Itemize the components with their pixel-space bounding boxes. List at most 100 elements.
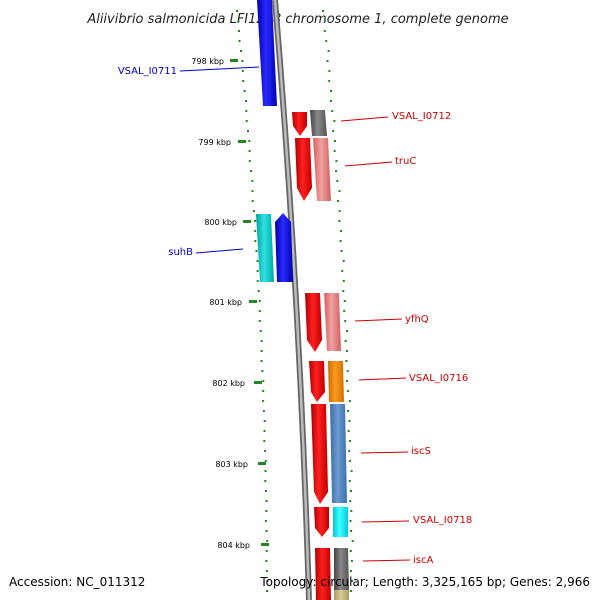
- gc-dot: [335, 170, 338, 172]
- gc-dot: [262, 380, 265, 382]
- gc-dot: [329, 100, 332, 102]
- gc-dot: [348, 460, 351, 462]
- gc-dot: [263, 420, 266, 422]
- gc-dot: [333, 120, 336, 122]
- gene-label-truC[interactable]: truC: [395, 156, 416, 167]
- gc-dot: [331, 110, 334, 112]
- gene-VSAL_I0716[interactable]: [309, 361, 325, 402]
- gc-dot: [257, 290, 260, 292]
- gc-content-dots-outer: [236, 10, 269, 592]
- gc-content-dots-inner: [322, 10, 354, 592]
- gc-dot: [265, 490, 267, 492]
- gene-iscA[interactable]: [315, 548, 331, 600]
- gc-dot: [325, 40, 328, 42]
- gene-label-VSAL_I0712[interactable]: VSAL_I0712: [392, 111, 451, 122]
- gene-label-iscA[interactable]: iscA: [413, 555, 433, 566]
- gc-dot: [245, 110, 248, 112]
- gc-dot: [338, 190, 341, 192]
- gc-dot: [242, 80, 245, 82]
- gc-dot: [255, 250, 258, 252]
- gc-dot: [266, 590, 268, 592]
- gene-label-iscS[interactable]: iscS: [411, 446, 431, 457]
- backbone-outer-line: [272, 0, 312, 600]
- gc-dot: [258, 320, 261, 322]
- gc-dot: [343, 300, 346, 302]
- gc-dot: [322, 10, 324, 12]
- leader-VSAL_I0712: [340, 116, 389, 122]
- gc-dot: [264, 480, 267, 482]
- gene-VSAL_I0718-feature[interactable]: [333, 507, 348, 537]
- gene-label-yfhQ[interactable]: yfhQ: [405, 314, 429, 325]
- gc-dot: [247, 130, 249, 132]
- gc-dot: [248, 150, 251, 152]
- gene-iscS[interactable]: [311, 404, 328, 504]
- gc-dot: [260, 360, 263, 362]
- gc-dot: [330, 90, 332, 92]
- gc-dot: [251, 200, 254, 202]
- gc-dot: [264, 470, 267, 472]
- gc-dot: [338, 220, 341, 222]
- gc-dot: [338, 210, 341, 212]
- gene-iscS-feature[interactable]: [330, 404, 347, 503]
- gc-dot: [254, 230, 257, 232]
- gc-dot: [262, 410, 265, 412]
- gc-dot: [347, 410, 350, 412]
- gc-dot: [349, 500, 352, 502]
- tick-label-798: 798 kbp: [191, 57, 224, 66]
- tick-mark-803: [258, 462, 266, 465]
- tick-label-804: 804 kbp: [217, 541, 250, 550]
- gc-dot: [351, 580, 353, 582]
- gc-dot: [334, 140, 336, 142]
- gc-dot: [348, 420, 351, 422]
- gc-dot: [340, 250, 343, 252]
- gene-yfhQ[interactable]: [305, 293, 322, 352]
- gc-dot: [348, 440, 351, 442]
- gc-dot: [252, 210, 255, 212]
- gene-truC[interactable]: [295, 138, 312, 201]
- gc-dot: [350, 590, 352, 592]
- gene-suhB-cds[interactable]: [256, 214, 274, 282]
- tick-mark-798: [230, 59, 238, 62]
- tick-mark-801: [249, 300, 257, 303]
- gene-label-suhB[interactable]: suhB: [168, 247, 193, 258]
- gc-dot: [327, 50, 330, 52]
- gene-label-VSAL_I0716[interactable]: VSAL_I0716: [409, 373, 468, 384]
- gene-VSAL_I0711[interactable]: [257, 0, 277, 106]
- gc-dot: [265, 530, 268, 532]
- gc-dot: [342, 260, 345, 262]
- gene-VSAL_I0712-feature[interactable]: [310, 110, 327, 136]
- tick-mark-804: [261, 543, 269, 546]
- tick-label-800: 800 kbp: [204, 218, 237, 227]
- gc-dot: [265, 510, 268, 512]
- gc-dot: [264, 520, 267, 522]
- gc-dot: [350, 470, 353, 472]
- gene-suhB-arrow[interactable]: [275, 213, 293, 282]
- leader-iscS: [360, 451, 409, 454]
- forward-strand-features: [292, 110, 349, 600]
- gene-iscA-feature[interactable]: [334, 548, 349, 590]
- gc-dot: [263, 430, 266, 432]
- gc-dot: [238, 30, 240, 32]
- gene-yfhQ-feature[interactable]: [324, 293, 341, 351]
- gc-dot: [336, 180, 339, 182]
- gc-dot: [251, 180, 254, 182]
- gene-truC-feature[interactable]: [313, 138, 331, 201]
- gc-dot: [237, 20, 240, 22]
- gc-dot: [347, 430, 350, 432]
- leader-yfhQ: [354, 318, 403, 322]
- gc-dot: [260, 350, 263, 352]
- gc-dot: [350, 530, 353, 532]
- next-gene-feature[interactable]: [334, 590, 349, 600]
- leader-iscA: [362, 559, 411, 562]
- gene-label-VSAL_I0718[interactable]: VSAL_I0718: [413, 515, 472, 526]
- gc-dot: [344, 340, 347, 342]
- gc-dot: [245, 120, 248, 122]
- gene-VSAL_I0718[interactable]: [314, 507, 329, 537]
- gc-dot: [265, 560, 268, 562]
- gene-VSAL_I0716-feature[interactable]: [328, 361, 344, 402]
- gc-dot: [337, 200, 340, 202]
- gc-dot: [351, 540, 354, 542]
- gc-dot: [328, 70, 331, 72]
- gene-label-VSAL_I0711[interactable]: VSAL_I0711: [118, 66, 177, 77]
- gene-VSAL_I0712[interactable]: [292, 112, 307, 136]
